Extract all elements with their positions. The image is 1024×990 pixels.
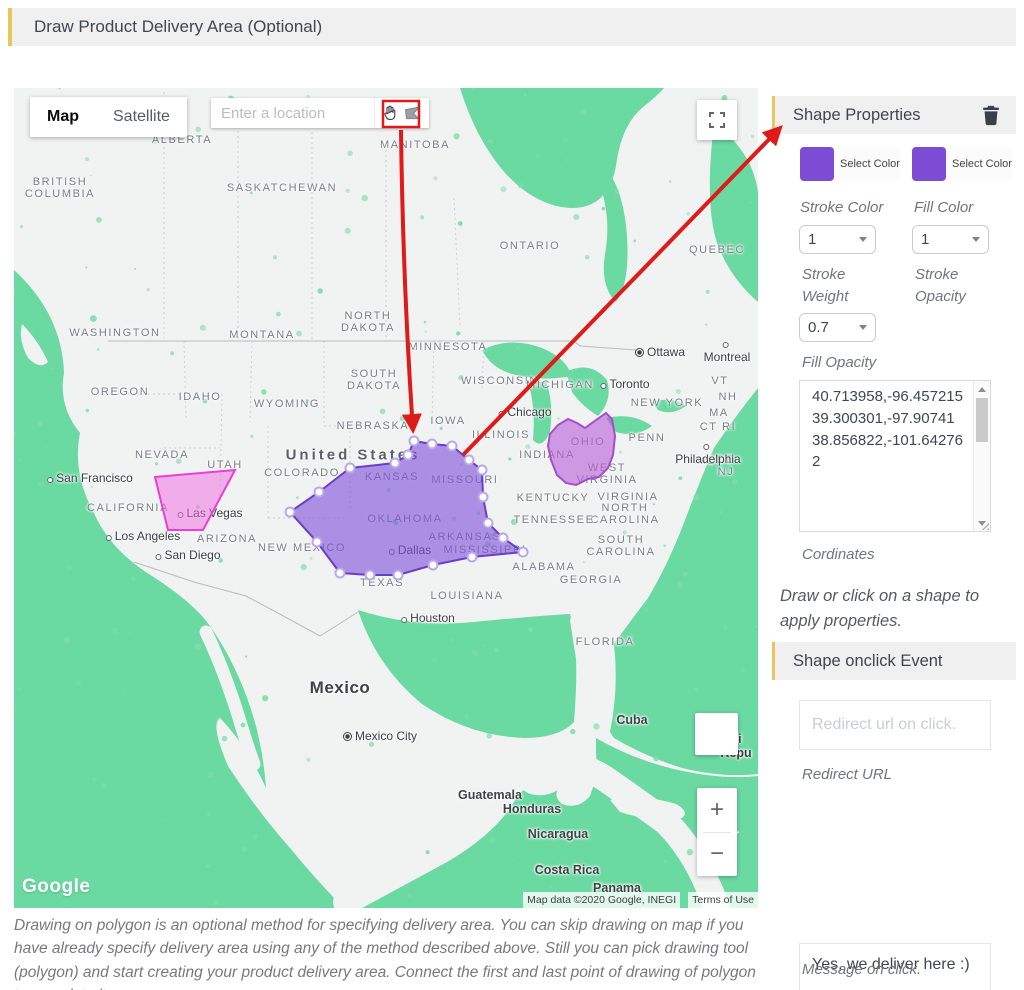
- zoom-out-button[interactable]: −: [709, 840, 724, 868]
- stroke-color-button[interactable]: Select Color: [800, 147, 900, 181]
- satellite-type-button[interactable]: Satellite: [113, 108, 170, 125]
- polygon-vertex-handle[interactable]: [364, 569, 376, 581]
- polygon-vertex-handle[interactable]: [311, 536, 323, 548]
- delivery-polygon[interactable]: [288, 439, 526, 576]
- polygon-vertex-handle[interactable]: [476, 464, 488, 476]
- stroke-color-button-label: Select Color: [840, 158, 900, 170]
- drawn-shapes-layer: [153, 411, 617, 581]
- polygon-vertex-handle[interactable]: [427, 559, 439, 571]
- stroke-weight-value: 1: [808, 231, 817, 248]
- stroke-opacity-select[interactable]: 1: [912, 225, 989, 254]
- shape-onclick-header: Shape onclick Event: [772, 642, 1016, 680]
- chevron-down-icon: [859, 325, 867, 330]
- polygon-vertex-handle[interactable]: [392, 569, 404, 581]
- stroke-opacity-value: 1: [921, 231, 930, 248]
- message-textarea[interactable]: Yes, we deliver here :): [799, 943, 991, 990]
- scroll-down-icon[interactable]: [974, 515, 990, 531]
- vegas-polygon[interactable]: [153, 468, 237, 531]
- polygon-vertex-handle[interactable]: [334, 567, 346, 579]
- polygon-vertex-handle[interactable]: [463, 454, 475, 466]
- polygon-vertex-handle[interactable]: [426, 438, 438, 450]
- polygon-vertex-handle[interactable]: [313, 486, 325, 498]
- page-title: Draw Product Delivery Area (Optional): [8, 8, 1016, 46]
- shape-properties-panel: Shape Properties Select Color Select Col…: [772, 96, 1016, 990]
- trash-icon: [983, 105, 999, 126]
- polygon-tool-icon[interactable]: [403, 105, 423, 121]
- fill-opacity-label: Fill Opacity: [802, 354, 877, 371]
- polygon-vertex-handle[interactable]: [466, 551, 478, 563]
- fill-color-swatch: [912, 147, 946, 181]
- drawing-toolbar: [374, 98, 429, 128]
- scrollbar-thumb[interactable]: [976, 398, 988, 442]
- stroke-weight-select[interactable]: 1: [799, 225, 876, 254]
- stroke-opacity-label: Stroke Opacity: [915, 266, 966, 305]
- chevron-down-icon: [972, 237, 980, 242]
- pan-hand-icon[interactable]: [381, 104, 399, 122]
- shape-properties-title: Shape Properties: [793, 105, 921, 124]
- map-footnote: Drawing on polygon is an optional method…: [14, 917, 756, 990]
- terms-of-use-link[interactable]: Terms of Use: [688, 892, 758, 908]
- redirect-url-label: Redirect URL: [802, 766, 893, 783]
- search-placeholder[interactable]: Enter a location: [221, 104, 326, 122]
- fullscreen-button[interactable]: [697, 100, 737, 140]
- polygon-vertex-handle[interactable]: [402, 449, 414, 461]
- ohio-shape[interactable]: [546, 411, 617, 487]
- fill-color-button[interactable]: Select Color: [912, 147, 1012, 181]
- shape-properties-header: Shape Properties: [772, 96, 1016, 134]
- coordinates-value[interactable]: 40.713958,-96.457215 39.300301,-97.90741…: [812, 388, 963, 471]
- resize-grip-icon[interactable]: [979, 520, 989, 530]
- location-search-box[interactable]: Enter a location: [211, 98, 429, 128]
- polygon-vertex-handle[interactable]: [517, 546, 529, 558]
- message-textarea-wrap: Yes, we deliver here :): [799, 943, 991, 990]
- chevron-down-icon: [859, 237, 867, 242]
- zoom-divider: [703, 831, 731, 833]
- redirect-url-input[interactable]: [799, 700, 991, 750]
- map-type-control: Map Satellite: [30, 97, 187, 137]
- shape-properties-hint: Draw or click on a shape to apply proper…: [780, 587, 980, 630]
- fill-color-button-label: Select Color: [952, 158, 1012, 170]
- map-attribution: Map data ©2020 Google, INEGI Terms of Us…: [523, 892, 758, 908]
- map-type-button[interactable]: Map: [47, 108, 79, 125]
- stroke-weight-label: Stroke Weight: [802, 266, 849, 305]
- google-logo[interactable]: Google: [22, 876, 91, 897]
- polygon-vertex-handle[interactable]: [482, 517, 494, 529]
- coordinates-label: Cordinates: [802, 546, 875, 563]
- coordinates-textarea[interactable]: 40.713958,-96.457215 39.300301,-97.90741…: [799, 380, 991, 532]
- polygon-vertex-handle[interactable]: [446, 440, 458, 452]
- shape-onclick-title: Shape onclick Event: [793, 651, 943, 670]
- zoom-in-button[interactable]: +: [709, 795, 724, 823]
- polygon-vertex-handle[interactable]: [284, 506, 296, 518]
- coordinates-scrollbar[interactable]: [973, 381, 990, 531]
- polygon-vertex-handle[interactable]: [389, 457, 401, 469]
- delete-shape-button[interactable]: [980, 104, 1002, 126]
- polygon-vertex-handle[interactable]: [477, 491, 489, 503]
- fullscreen-icon: [709, 112, 725, 128]
- zoom-control: + −: [697, 788, 737, 876]
- map[interactable]: BRITISH COLUMBIA ALBERTA SASKATCHEWAN MANIT…: [14, 88, 758, 908]
- stroke-color-label: Stroke Color: [800, 199, 884, 216]
- scroll-up-icon[interactable]: [974, 381, 990, 397]
- polygon-vertex-handle[interactable]: [408, 435, 420, 447]
- polygon-vertex-handle[interactable]: [497, 532, 509, 544]
- fill-opacity-value: 0.7: [808, 319, 829, 336]
- fill-opacity-select[interactable]: 0.7: [799, 313, 876, 342]
- polygon-vertex-handle[interactable]: [344, 462, 356, 474]
- fill-color-label: Fill Color: [914, 199, 974, 216]
- pegman-control[interactable]: [695, 713, 738, 755]
- map-data-text: Map data ©2020 Google, INEGI: [523, 892, 681, 908]
- stroke-color-swatch: [800, 147, 834, 181]
- message-label: Message on click.: [802, 961, 922, 978]
